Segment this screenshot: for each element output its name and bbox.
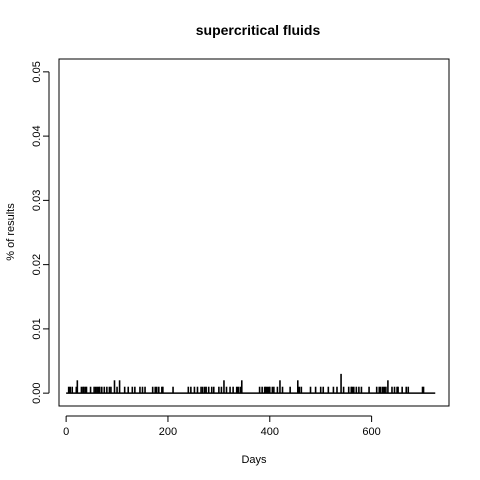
y-tick-label: 0.03 — [31, 190, 43, 211]
x-tick-label: 200 — [159, 426, 177, 438]
y-tick-label: 0.05 — [31, 61, 43, 82]
y-axis-label: % of results — [5, 203, 17, 261]
y-tick-label: 0.00 — [31, 382, 43, 403]
x-tick-label: 400 — [261, 426, 279, 438]
bars-group — [67, 373, 425, 394]
x-tick-label: 0 — [63, 426, 69, 438]
x-axis: 0 200 400 600 — [63, 415, 381, 438]
y-tick-label: 0.02 — [31, 254, 43, 275]
x-axis-label: Days — [241, 454, 267, 466]
y-tick-label: 0.01 — [31, 318, 43, 339]
chart-title: supercritical fluids — [196, 22, 321, 38]
y-tick-label: 0.04 — [31, 125, 43, 146]
y-axis: 0.00 0.01 0.02 0.03 0.04 0.05 — [31, 61, 50, 404]
x-tick-label: 600 — [362, 426, 380, 438]
plot-frame — [58, 58, 450, 407]
